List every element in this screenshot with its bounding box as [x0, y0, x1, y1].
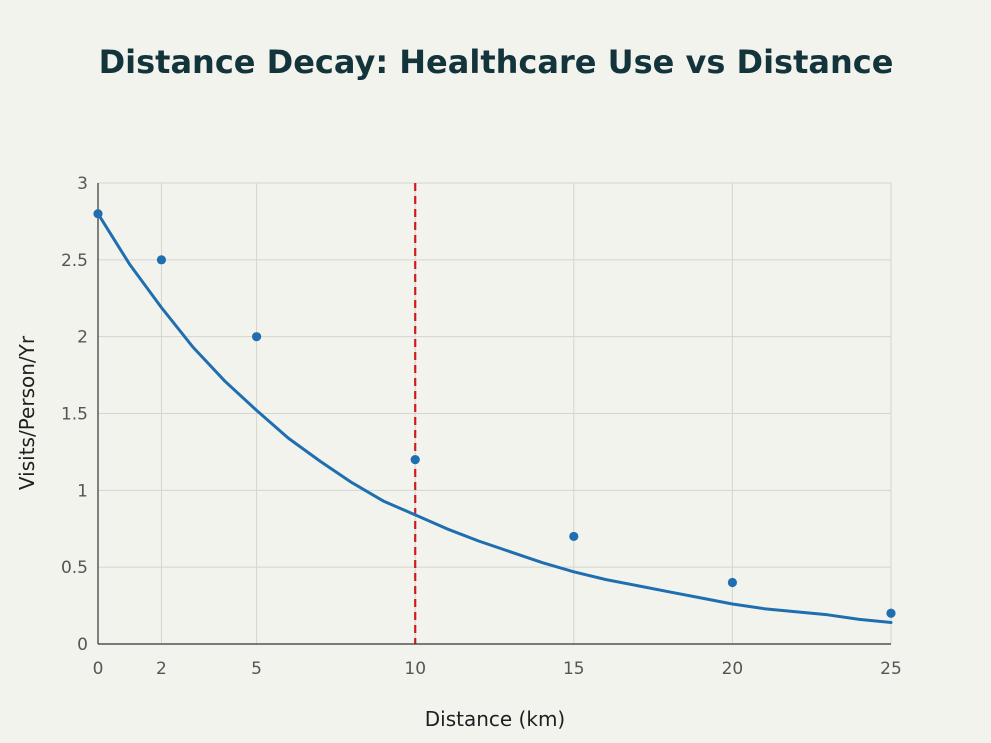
y-tick-label: 1.5 [61, 405, 88, 425]
x-tick-label: 5 [251, 659, 262, 679]
y-tick-label: 1 [77, 481, 88, 501]
data-point [886, 608, 896, 618]
y-axis-label: Visits/Person/Yr [15, 335, 39, 490]
y-tick-label: 2 [77, 328, 88, 348]
x-tick-label: 0 [93, 659, 104, 679]
y-tick-label: 3 [77, 174, 88, 194]
x-tick-label: 20 [722, 659, 744, 679]
x-tick-label: 25 [880, 659, 902, 679]
y-tick-label: 2.5 [61, 251, 88, 271]
data-point [156, 255, 167, 265]
series-layer [93, 209, 896, 624]
x-tick-label: 10 [404, 659, 426, 679]
grid [98, 182, 892, 644]
data-point [410, 455, 420, 465]
axes [97, 183, 891, 645]
chart-title: Distance Decay: Healthcare Use vs Distan… [99, 43, 894, 81]
y-tick-label: 0.5 [61, 558, 88, 578]
data-point [252, 332, 262, 342]
data-point [569, 531, 579, 542]
x-tick-label: 15 [563, 659, 585, 679]
x-tick-label: 2 [156, 659, 167, 679]
y-tick-label: 0 [77, 635, 88, 655]
data-point [93, 209, 103, 219]
fitted-curve-line [96, 212, 893, 624]
x-axis-label: Distance (km) [425, 707, 565, 731]
data-point [727, 577, 738, 588]
